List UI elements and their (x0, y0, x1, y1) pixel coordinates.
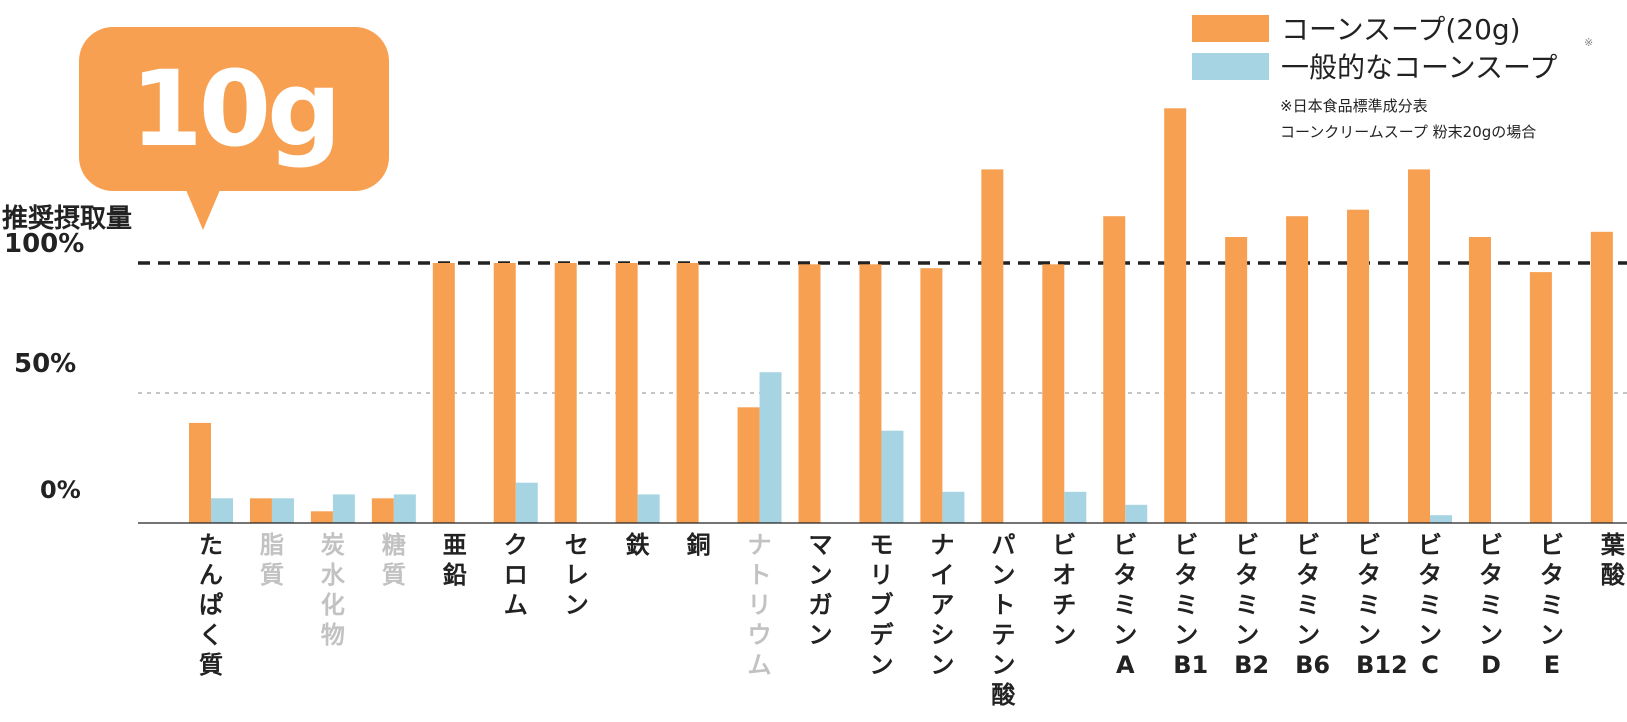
x-tick-label-18: ビタミン B6 (1295, 531, 1331, 679)
legend-swatch-orange (1192, 14, 1269, 42)
x-tick-label-0: たんぱく質 (199, 531, 223, 679)
bar-general-1 (271, 498, 294, 523)
bar-product-1 (249, 498, 272, 523)
bar-general-0 (211, 498, 233, 523)
bar-general-12 (942, 491, 965, 523)
x-tick-label-19: ビタミン B12 (1356, 531, 1408, 679)
x-tick-label-6: セレン (564, 531, 589, 619)
bar-general-5 (515, 482, 538, 523)
legend-label-general: 一般的なコーンスープ (1281, 51, 1558, 84)
bar-product-5 (493, 263, 516, 523)
x-tick-label-23: 葉酸 (1600, 531, 1625, 589)
x-tick-label-2: 炭水化物 (320, 531, 345, 649)
legend-label-product: コーンスープ(20g) (1281, 13, 1521, 46)
bar-product-8 (676, 263, 699, 523)
x-tick-label-3: 糖質 (381, 531, 406, 589)
bar-product-6 (554, 263, 577, 523)
bar-general-11 (881, 430, 904, 523)
badge-bubble-tail (186, 190, 220, 230)
x-tick-label-12: ナイアシン (930, 531, 955, 679)
bar-product-15 (1103, 216, 1126, 523)
legend-item-general: 一般的なコーンスープ (1192, 46, 1557, 86)
y-tick-0: 0% (40, 476, 81, 504)
source-note-2: コーンクリームスープ 粉末20gの場合 (1280, 123, 1537, 141)
bar-product-9 (737, 407, 760, 523)
bar-product-11 (859, 264, 882, 523)
bar-general-9 (759, 372, 782, 523)
legend-note-mark: ※ (1584, 36, 1594, 49)
x-tick-label-4: 亜鉛 (442, 531, 467, 589)
bar-general-3 (393, 494, 416, 523)
bar-product-13 (981, 169, 1004, 523)
bar-general-7 (637, 494, 660, 523)
x-tick-label-13: パントテン酸 (991, 531, 1016, 709)
y-axis-title: 推奨摂取量 (2, 204, 133, 234)
bar-product-3 (371, 498, 394, 523)
bar-product-20 (1408, 169, 1430, 523)
x-tick-label-8: 銅 (686, 531, 711, 559)
x-tick-label-5: クロム (503, 531, 528, 619)
x-tick-label-17: ビタミン B2 (1234, 531, 1270, 679)
y-tick-50: 50% (14, 349, 77, 379)
bar-general-14 (1064, 491, 1087, 523)
legend-item-product: コーンスープ(20g) (1192, 8, 1521, 48)
source-note-1: ※日本食品標準成分表 (1280, 97, 1428, 115)
legend-swatch-blue (1192, 52, 1269, 80)
bar-product-17 (1225, 237, 1248, 523)
badge-label: 10g (130, 48, 341, 170)
bar-general-15 (1125, 504, 1148, 523)
badge-bubble (79, 27, 389, 191)
bar-product-16 (1164, 108, 1187, 524)
x-tick-label-10: マンガン (808, 531, 833, 649)
bar-product-22 (1529, 272, 1552, 523)
bar-product-12 (920, 268, 943, 523)
bar-product-21 (1468, 237, 1491, 523)
bar-product-14 (1042, 264, 1065, 523)
x-tick-label-14: ビオチン (1052, 531, 1077, 649)
x-tick-label-7: 鉄 (625, 531, 650, 559)
bar-product-7 (615, 263, 638, 523)
bar-product-23 (1590, 231, 1613, 524)
bar-product-10 (798, 264, 821, 523)
bar-general-20 (1430, 515, 1452, 523)
bar-product-0 (189, 422, 211, 523)
bar-general-2 (332, 494, 355, 523)
x-tick-label-9: ナトリウム (747, 531, 772, 679)
x-tick-label-16: ビタミン B1 (1173, 531, 1209, 679)
x-tick-label-11: モリブデン (869, 531, 894, 679)
x-tick-label-1: 脂質 (259, 531, 284, 589)
bar-product-18 (1286, 216, 1309, 523)
bar-product-2 (310, 511, 333, 523)
bar-product-19 (1347, 209, 1370, 523)
bar-product-4 (432, 263, 455, 523)
y-tick-100: 100% (4, 229, 85, 259)
